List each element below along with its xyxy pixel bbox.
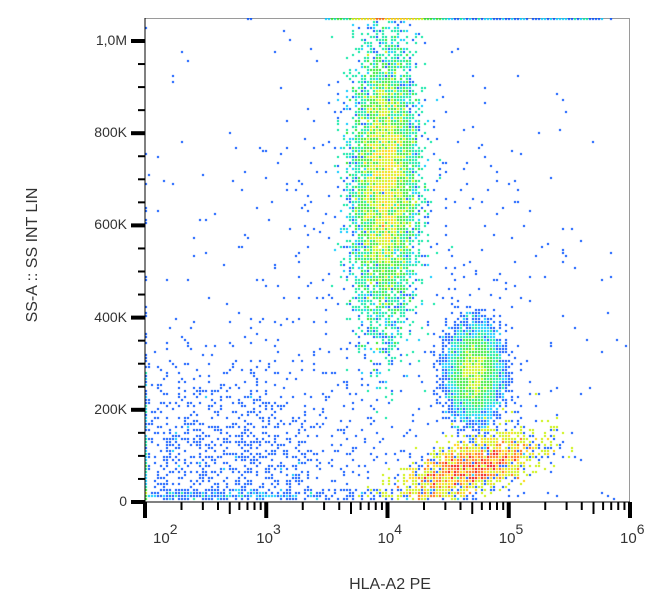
y-tick-label: 0 xyxy=(119,493,127,509)
x-tick-label: 102 xyxy=(153,521,178,547)
x-axis-title: HLA-A2 PE xyxy=(349,576,431,593)
y-tick-label: 600K xyxy=(94,216,127,233)
y-tick-label: 200K xyxy=(94,400,127,417)
x-tick-label: 104 xyxy=(377,521,402,547)
y-axis-title: SS-A :: SS INT LIN xyxy=(24,187,41,323)
y-tick-label: 800K xyxy=(94,124,127,141)
x-tick-label: 103 xyxy=(256,521,281,547)
x-tick-label: 106 xyxy=(620,521,645,547)
density-dot-plot xyxy=(145,18,630,502)
y-tick-label: 400K xyxy=(94,308,127,325)
x-tick-label: 105 xyxy=(498,521,524,547)
y-tick-label: 1,0M xyxy=(95,32,127,48)
